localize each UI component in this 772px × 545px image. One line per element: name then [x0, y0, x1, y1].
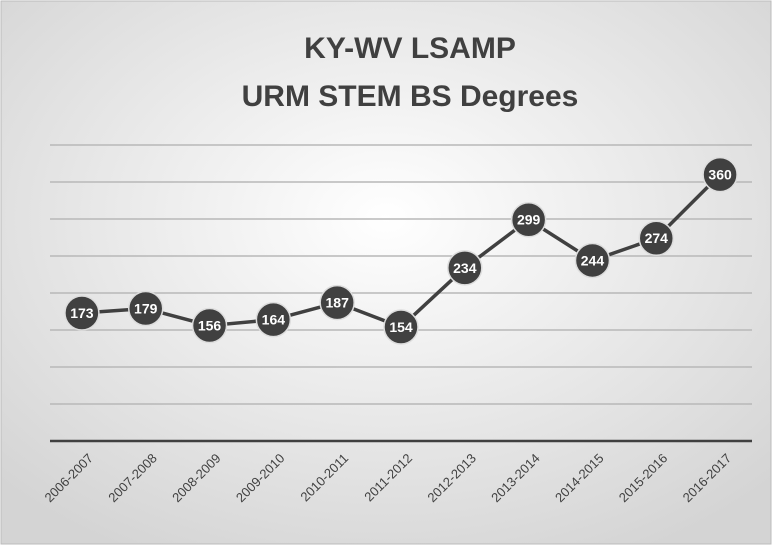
data-label: 244 [581, 252, 605, 268]
marker [638, 220, 675, 256]
marker [383, 309, 419, 345]
data-label: 234 [453, 260, 477, 276]
marker [574, 242, 611, 279]
marker [191, 307, 228, 344]
marker [447, 250, 483, 286]
data-label: 164 [262, 312, 286, 328]
data-label: 156 [198, 318, 222, 334]
data-label: 299 [517, 212, 541, 228]
data-label: 179 [134, 301, 158, 317]
marker [255, 301, 292, 338]
data-label: 173 [70, 305, 94, 321]
chart-title: URM STEM BS Degrees [242, 80, 579, 113]
chart-title: KY-WV LSAMP [304, 32, 516, 65]
data-label: 154 [389, 319, 413, 335]
marker [702, 156, 738, 193]
marker [319, 284, 355, 321]
data-label: 187 [326, 295, 350, 311]
data-label: 274 [645, 230, 669, 246]
data-label: 360 [708, 167, 732, 183]
marker [510, 201, 547, 238]
marker [64, 295, 100, 331]
marker [127, 290, 164, 327]
